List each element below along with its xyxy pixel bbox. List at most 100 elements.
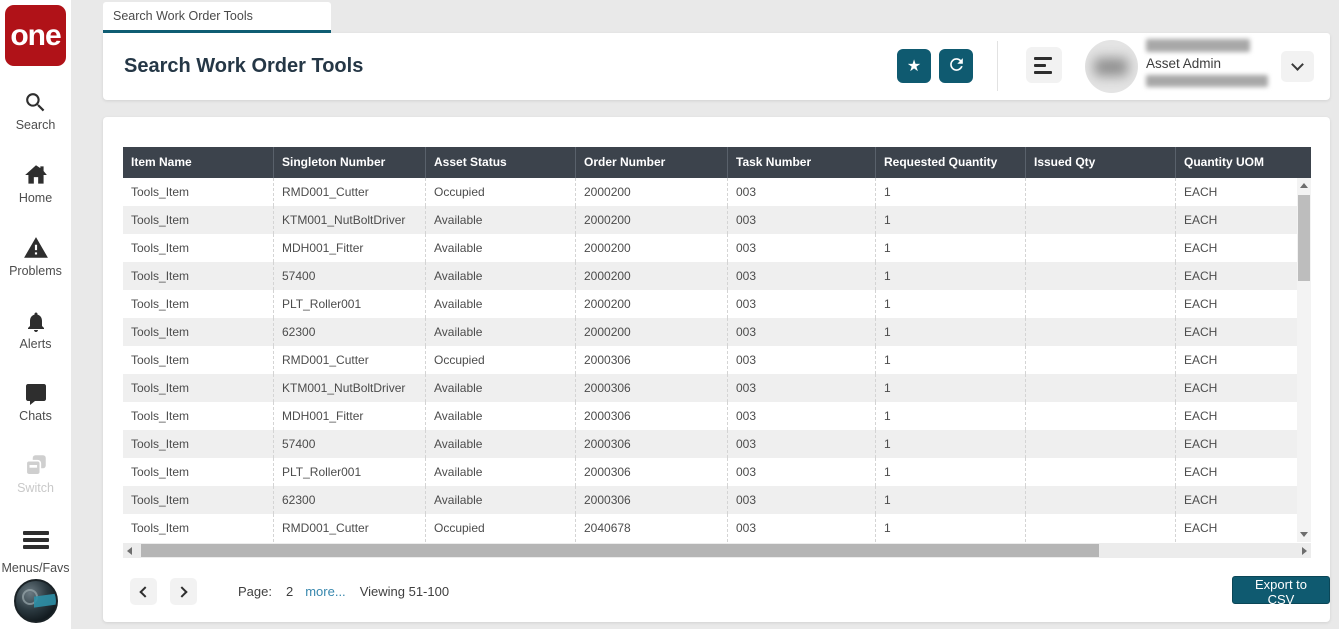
- page-number: 2: [285, 584, 294, 599]
- table-cell: [1025, 402, 1175, 430]
- table-cell: 2000306: [575, 486, 727, 514]
- table-cell: 57400: [273, 262, 425, 290]
- table-cell: [1025, 262, 1175, 290]
- column-header[interactable]: Order Number: [575, 147, 727, 178]
- table-cell: 003: [727, 290, 875, 318]
- results-table: Item Name Singleton Number Asset Status Ord…: [123, 147, 1311, 542]
- table-cell: [1025, 374, 1175, 402]
- table-row[interactable]: Tools_Item RMD001_Cutter Occupied 2000306 00…: [123, 346, 1297, 374]
- table-cell: EACH: [1175, 514, 1297, 542]
- table-cell: 2000306: [575, 402, 727, 430]
- table-cell: Tools_Item: [131, 241, 190, 255]
- table-cell: 2040678: [575, 514, 727, 542]
- table-cell: 2000200: [575, 206, 727, 234]
- table-row[interactable]: Tools_Item PLT_Roller001 Available 2000200 0…: [123, 290, 1297, 318]
- refresh-icon: [947, 55, 966, 77]
- export-to-csv-button[interactable]: Export to CSV: [1232, 576, 1330, 607]
- vertical-scrollbar[interactable]: [1297, 178, 1311, 542]
- one-network-logo[interactable]: one: [5, 5, 66, 66]
- table-cell: EACH: [1175, 458, 1297, 486]
- table-row[interactable]: Tools_Item 57400 Available 2000200 003 1 EACH: [123, 262, 1297, 290]
- table-cell: 2000200: [575, 262, 727, 290]
- table-cell: 2000200: [575, 290, 727, 318]
- column-header[interactable]: Requested Quantity: [875, 147, 1025, 178]
- scroll-left-arrow-icon[interactable]: [127, 547, 132, 555]
- table-cell: Tools_Item: [131, 521, 190, 535]
- user-menu-dropdown-button[interactable]: [1281, 51, 1314, 82]
- table-cell: Tools_Item: [131, 297, 190, 311]
- table-body: Tools_Item RMD001_Cutter Occupied 2000200 00…: [123, 178, 1297, 542]
- table-cell: KTM001_NutBoltDriver: [273, 374, 425, 402]
- horizontal-scrollbar[interactable]: [123, 543, 1311, 558]
- table-cell: 1: [875, 234, 1025, 262]
- table-cell: Available: [425, 458, 575, 486]
- table-cell: Tools_Item: [131, 353, 190, 367]
- table-cell: Available: [425, 486, 575, 514]
- table-row[interactable]: Tools_Item PLT_Roller001 Available 2000306 0…: [123, 458, 1297, 486]
- user-role: Asset Admin: [1146, 56, 1222, 71]
- table-row[interactable]: Tools_Item 62300 Available 2000306 003 1 EACH: [123, 486, 1297, 514]
- sidebar-item-alerts[interactable]: Alerts: [0, 307, 71, 351]
- column-header[interactable]: Task Number: [727, 147, 875, 178]
- table-cell: Available: [425, 290, 575, 318]
- vertical-scrollbar-thumb[interactable]: [1298, 195, 1310, 281]
- refresh-button[interactable]: [939, 49, 973, 83]
- table-cell: Available: [425, 430, 575, 458]
- table-cell: Tools_Item: [131, 325, 190, 339]
- table-cell: 003: [727, 430, 875, 458]
- table-row[interactable]: Tools_Item MDH001_Fitter Available 2000200 0…: [123, 234, 1297, 262]
- table-cell: PLT_Roller001: [273, 458, 425, 486]
- more-pages-link[interactable]: more...: [305, 584, 346, 599]
- table-cell: 1: [875, 458, 1025, 486]
- sidebar-label: Problems: [9, 264, 62, 278]
- table-cell: Tools_Item: [131, 269, 190, 283]
- table-cell: [1025, 206, 1175, 234]
- previous-page-button[interactable]: [130, 578, 157, 605]
- search-icon: [0, 88, 71, 115]
- column-header[interactable]: Issued Qty: [1025, 147, 1175, 178]
- column-header[interactable]: Quantity UOM: [1175, 147, 1297, 178]
- table-cell: 003: [727, 234, 875, 262]
- sidebar-item-switch: Switch: [0, 451, 71, 495]
- star-icon: ★: [906, 58, 922, 75]
- sidebar-label: Home: [18, 191, 53, 205]
- scroll-down-arrow-icon[interactable]: [1300, 532, 1308, 537]
- table-row[interactable]: Tools_Item MDH001_Fitter Available 2000306 0…: [123, 402, 1297, 430]
- table-row[interactable]: Tools_Item 57400 Available 2000306 003 1 EACH: [123, 430, 1297, 458]
- scroll-up-arrow-icon[interactable]: [1300, 183, 1308, 188]
- user-org-redacted: [1146, 75, 1268, 87]
- table-row[interactable]: Tools_Item 62300 Available 2000200 003 1 EACH: [123, 318, 1297, 346]
- next-page-button[interactable]: [170, 578, 197, 605]
- tab-search-work-order-tools[interactable]: Search Work Order Tools: [103, 2, 331, 33]
- table-row[interactable]: Tools_Item RMD001_Cutter Occupied 2040678 00…: [123, 514, 1297, 542]
- scroll-right-arrow-icon[interactable]: [1302, 547, 1307, 555]
- column-header[interactable]: Item Name: [131, 155, 192, 169]
- sidebar-item-home[interactable]: Home: [0, 161, 71, 205]
- table-cell: EACH: [1175, 234, 1297, 262]
- notifications-menu-button[interactable]: ★: [1026, 47, 1062, 83]
- sidebar-item-search[interactable]: Search: [0, 88, 71, 132]
- sidebar-label: Chats: [19, 409, 52, 423]
- user-avatar[interactable]: [1085, 40, 1138, 93]
- table-cell: 62300: [273, 486, 425, 514]
- sidebar-item-problems[interactable]: Problems: [0, 234, 71, 278]
- table-cell: [1025, 486, 1175, 514]
- table-row[interactable]: Tools_Item RMD001_Cutter Occupied 2000200 00…: [123, 178, 1297, 206]
- favorite-button[interactable]: ★: [897, 49, 931, 83]
- table-cell: [1025, 514, 1175, 542]
- sidebar-item-chats[interactable]: Chats: [0, 379, 71, 423]
- sidebar-item-menus-favs[interactable]: Menus/Favs: [0, 528, 71, 575]
- sidebar-label: Search: [15, 118, 56, 132]
- column-header[interactable]: Asset Status: [425, 147, 575, 178]
- chevron-down-icon: [1291, 58, 1304, 71]
- table-cell: [1025, 318, 1175, 346]
- column-header[interactable]: Singleton Number: [273, 147, 425, 178]
- table-cell: MDH001_Fitter: [273, 234, 425, 262]
- horizontal-scrollbar-thumb[interactable]: [141, 544, 1099, 557]
- table-cell: 2000306: [575, 374, 727, 402]
- table-row[interactable]: Tools_Item KTM001_NutBoltDriver Available 2…: [123, 206, 1297, 234]
- table-cell: [1025, 178, 1175, 206]
- neo-assistant-icon[interactable]: [14, 579, 58, 623]
- table-row[interactable]: Tools_Item KTM001_NutBoltDriver Available 2…: [123, 374, 1297, 402]
- table-cell: Available: [425, 234, 575, 262]
